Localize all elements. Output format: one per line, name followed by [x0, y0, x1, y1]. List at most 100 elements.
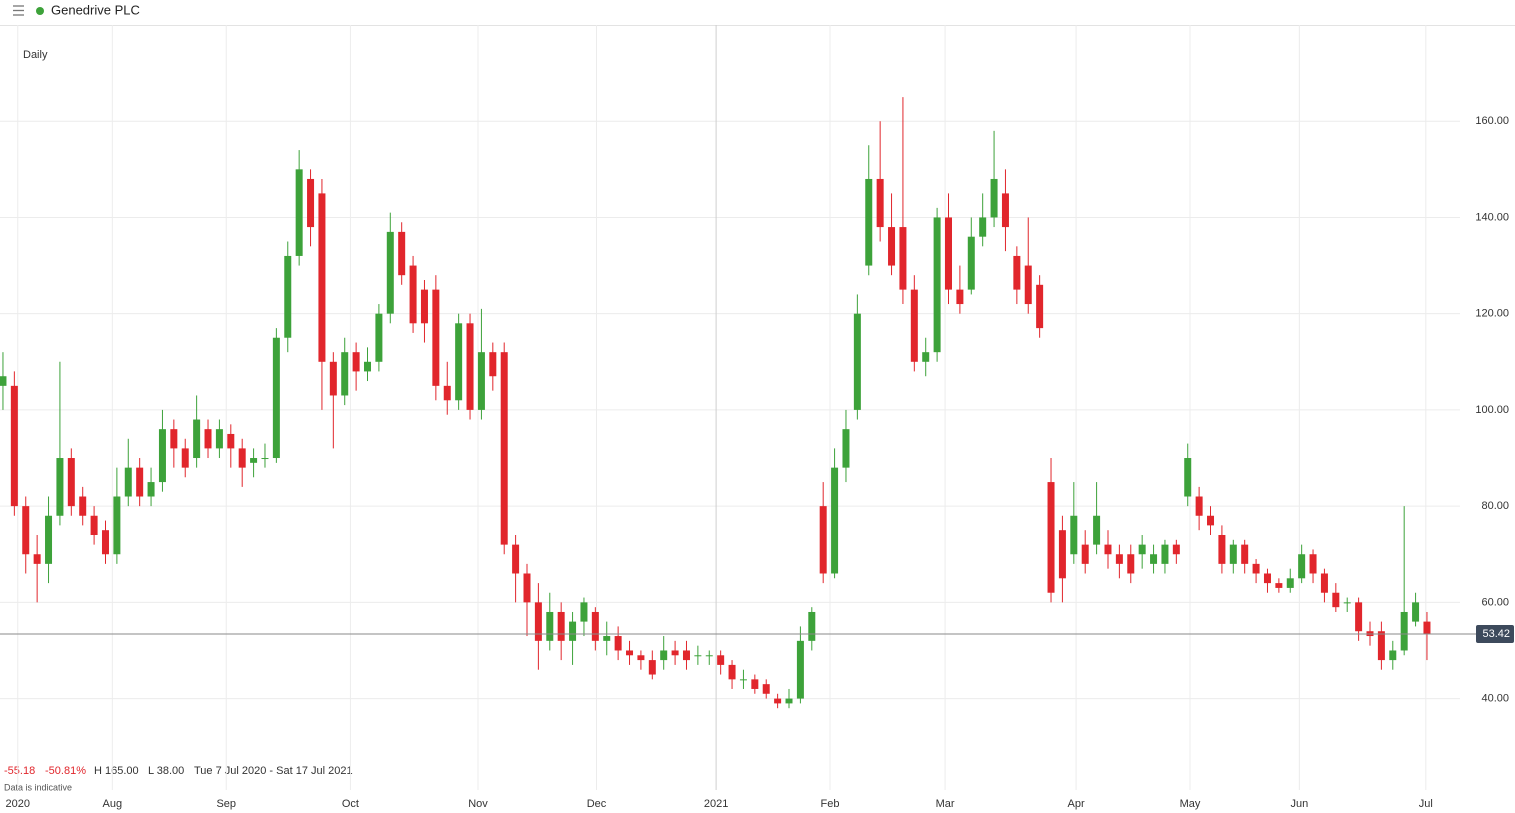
candle-body	[409, 265, 417, 324]
x-tick-label: Mar	[936, 798, 955, 810]
candle-body	[1377, 631, 1385, 661]
candle-body	[1229, 544, 1237, 564]
x-tick-label: Sep	[216, 798, 236, 810]
candle-body	[705, 655, 713, 657]
candle-body	[22, 506, 30, 555]
x-tick-label: Dec	[587, 798, 607, 810]
candle-body	[933, 217, 941, 353]
y-tick-label: 100.00	[1475, 404, 1509, 416]
menu-icon[interactable]	[13, 5, 24, 16]
last-price-box	[1476, 625, 1514, 644]
candle-body	[512, 544, 520, 574]
x-tick-label: 2020	[6, 798, 30, 810]
candle-body	[1400, 611, 1408, 651]
candle-body	[284, 255, 292, 338]
candle-body	[648, 660, 656, 675]
candle-body	[717, 655, 725, 665]
candle-body	[796, 640, 804, 699]
period-high: H 165.00	[94, 765, 139, 777]
candle-body	[1150, 554, 1158, 564]
candle-body	[1115, 554, 1123, 564]
candle-body	[876, 178, 884, 228]
candle-body	[1252, 563, 1260, 574]
candle-body	[888, 227, 896, 266]
x-tick-label: Feb	[821, 798, 840, 810]
candle-body	[1332, 592, 1340, 608]
candle-body	[831, 467, 839, 574]
candle-body	[546, 611, 554, 641]
candle-body	[580, 602, 588, 622]
period-low: L 38.00	[148, 765, 184, 777]
candle-body	[386, 231, 394, 314]
candle-body	[1081, 544, 1089, 564]
x-tick-label: Jul	[1419, 798, 1433, 810]
candle-body	[922, 352, 930, 362]
candle-body	[694, 655, 702, 657]
candle-body	[534, 602, 542, 641]
candle-body	[569, 621, 577, 641]
candle-body	[261, 458, 269, 460]
candle-body	[489, 352, 497, 377]
candle-body	[1286, 578, 1294, 588]
candle-body	[1001, 193, 1009, 228]
candle-body	[728, 664, 736, 680]
candle-body	[101, 530, 109, 555]
candle-body	[637, 655, 645, 661]
candle-body	[45, 515, 53, 564]
status-dot	[36, 7, 44, 15]
candle-body	[1195, 496, 1203, 516]
change: -55.18	[4, 765, 35, 777]
candle-body	[1275, 583, 1283, 588]
candle-body	[147, 482, 155, 497]
candle-body	[364, 361, 372, 372]
candle-body	[1412, 602, 1420, 622]
x-tick-label: Apr	[1068, 798, 1085, 810]
interval-label: Daily	[23, 49, 48, 61]
candle-body	[170, 429, 178, 449]
candle-body	[603, 636, 611, 641]
candle-body	[979, 217, 987, 237]
last-price-label: 53.42	[1482, 628, 1510, 640]
candle-body	[614, 636, 622, 651]
candle-body	[238, 448, 246, 468]
candle-body	[250, 458, 258, 463]
candle-body	[398, 231, 406, 276]
y-tick-label: 160.00	[1475, 115, 1509, 127]
candle-body	[1047, 482, 1055, 593]
candle-body	[944, 217, 952, 290]
candle-body	[819, 506, 827, 574]
candle-body	[158, 429, 166, 483]
note: Data is indicative	[4, 782, 72, 792]
candle-body	[10, 385, 18, 507]
y-tick-label: 120.00	[1475, 308, 1509, 320]
candle-body	[1093, 515, 1101, 545]
x-tick-label: Aug	[103, 798, 123, 810]
candle-body	[477, 352, 485, 410]
candle-body	[0, 376, 7, 386]
candle-body	[352, 352, 360, 372]
candle-body	[1070, 515, 1078, 555]
y-tick-label: 140.00	[1475, 211, 1509, 223]
candle-body	[193, 419, 201, 459]
x-tick-label: Nov	[468, 798, 488, 810]
candle-body	[682, 650, 690, 661]
candle-body	[1218, 535, 1226, 564]
candle-body	[1104, 544, 1112, 555]
y-tick-label: 80.00	[1481, 500, 1509, 512]
candle-body	[785, 698, 793, 704]
candle-body	[842, 429, 850, 468]
candle-body	[1184, 458, 1192, 497]
candle-body	[1013, 255, 1021, 290]
candle-body	[853, 313, 861, 410]
candle-body	[79, 496, 87, 516]
x-tick-label: 2021	[704, 798, 728, 810]
candle-body	[500, 352, 508, 545]
candle-body	[865, 178, 873, 266]
candle-body	[762, 684, 770, 694]
candle-body	[626, 650, 634, 656]
candle-body	[956, 289, 964, 305]
candle-body	[774, 698, 782, 704]
candle-body	[307, 178, 315, 228]
candle-body	[90, 515, 98, 535]
